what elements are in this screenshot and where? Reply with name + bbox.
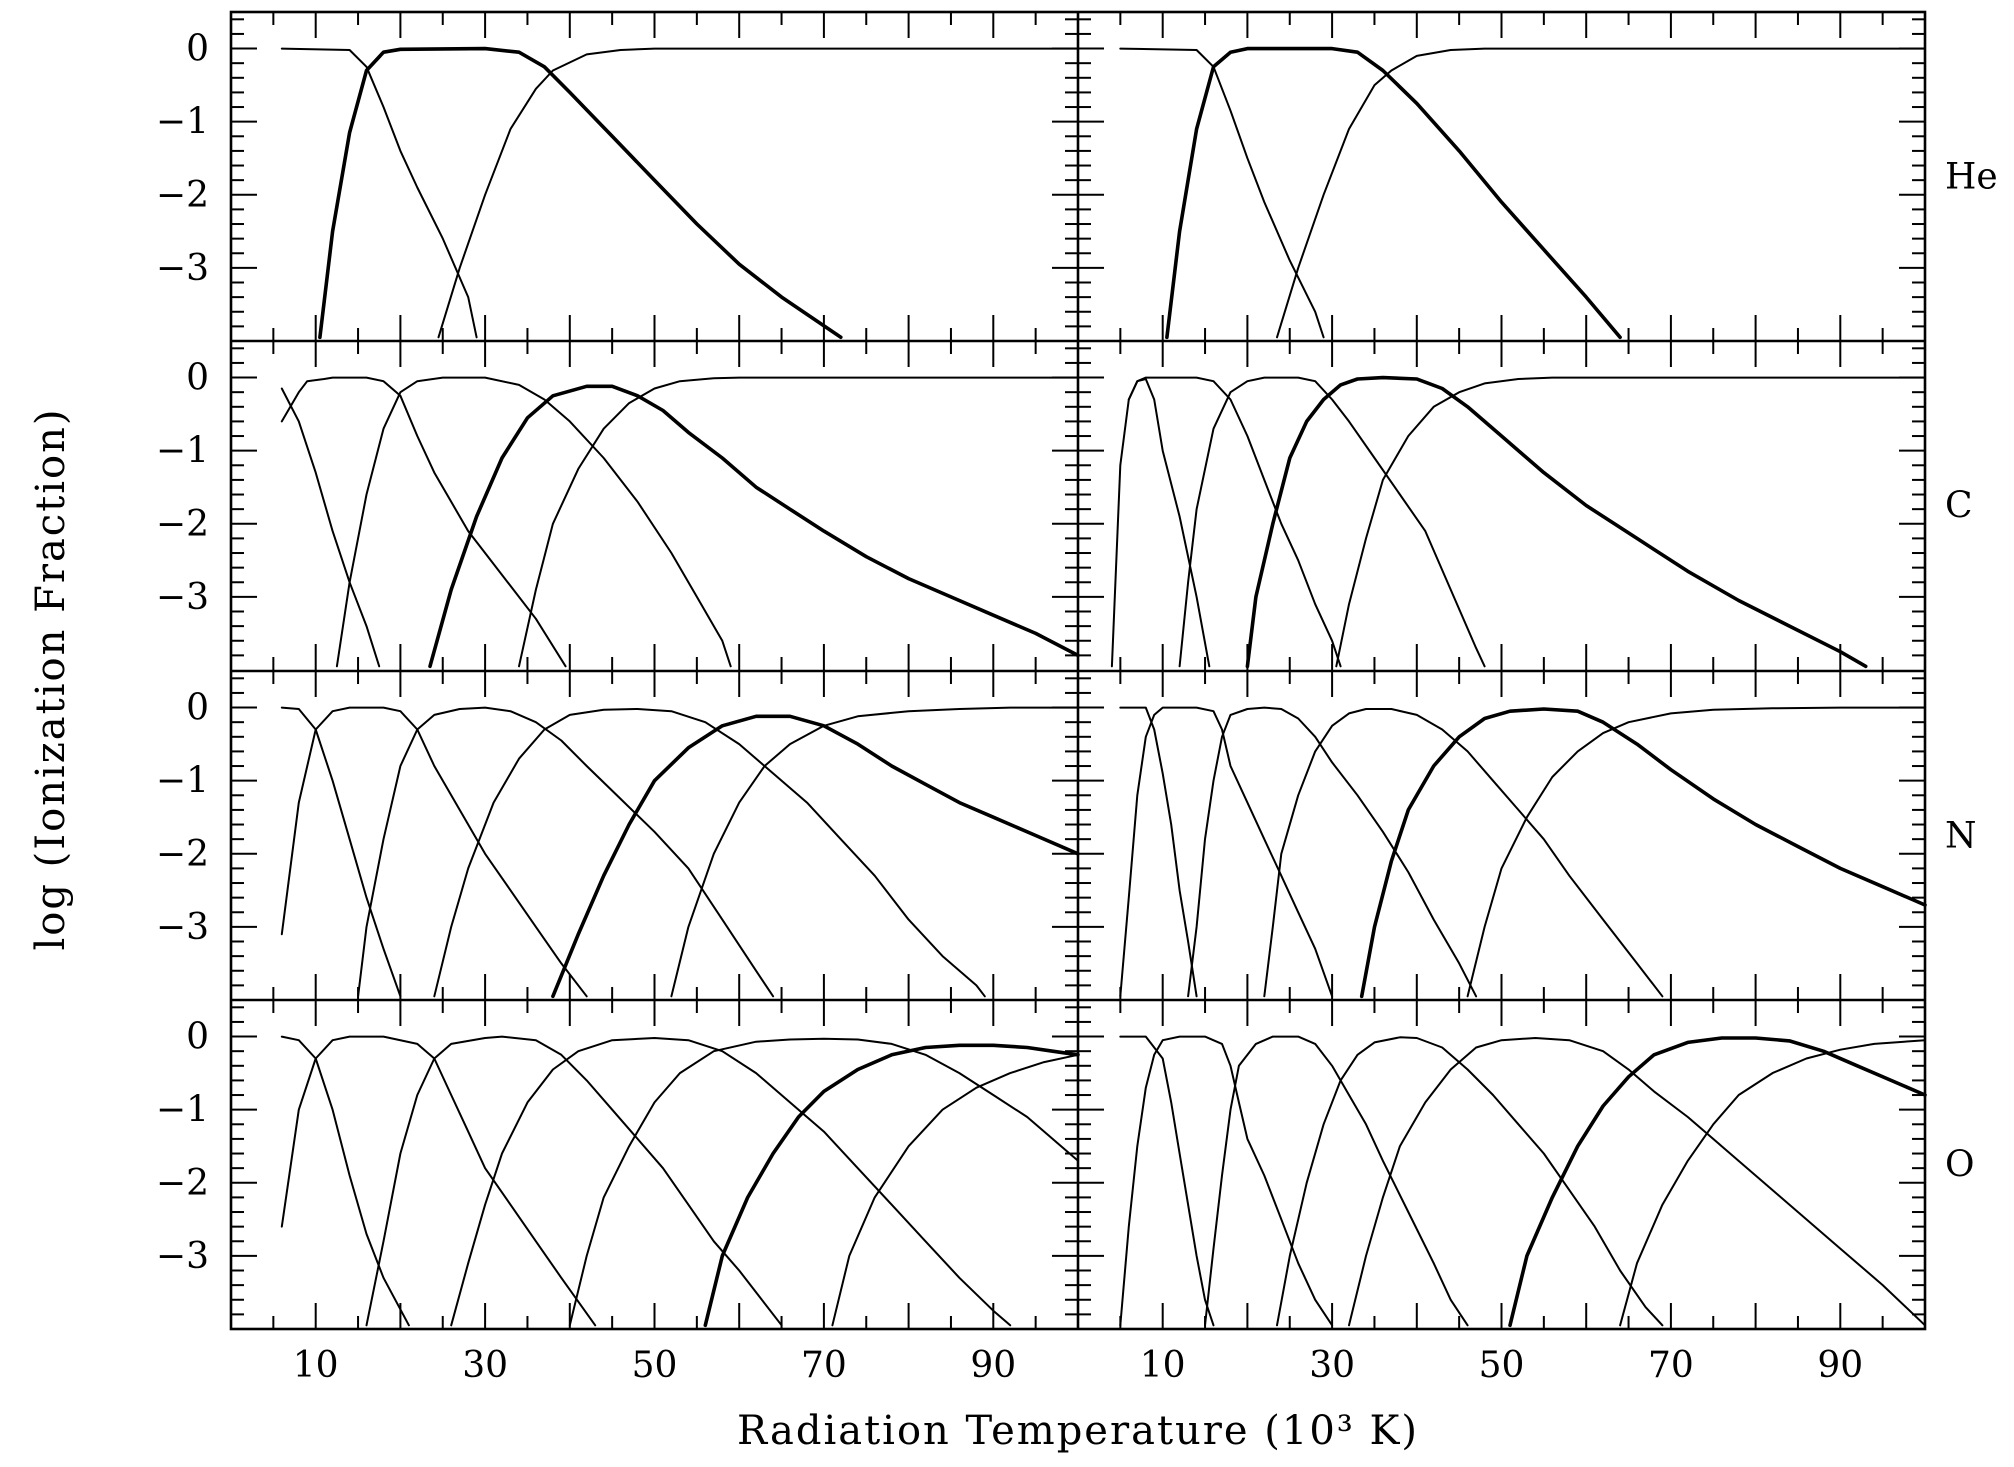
ionization-curve xyxy=(1245,375,1868,669)
element-label-n: N xyxy=(1945,816,1977,857)
ionization-curve xyxy=(1119,1035,1334,1327)
ionization-curve xyxy=(1119,1035,1215,1327)
ionization-curve xyxy=(1187,706,1478,998)
ionization-curve xyxy=(1178,376,1486,668)
ionization-curve xyxy=(335,376,732,668)
ionization-curve xyxy=(1508,1036,1927,1328)
ionization-curve xyxy=(1348,1037,1926,1327)
y-tick-label: −2 xyxy=(156,1163,209,1204)
ionization-curve xyxy=(1619,1039,1926,1327)
ionization-curve xyxy=(1204,1035,1469,1327)
ionization-curve xyxy=(670,706,1079,998)
ionization-curve xyxy=(1335,376,1926,668)
ionization-curve xyxy=(280,376,567,668)
ionization-curve xyxy=(357,706,775,998)
ionization-curve xyxy=(551,714,1080,999)
ionization-curve xyxy=(1359,707,1927,999)
ionization-curve xyxy=(518,376,1079,668)
ionization-curve xyxy=(280,387,381,668)
y-tick-label: −2 xyxy=(156,504,209,545)
x-tick-label: 10 xyxy=(293,1345,339,1386)
ionization-curve xyxy=(437,47,1079,339)
ionization-curve xyxy=(433,708,986,998)
x-tick-label: 30 xyxy=(1309,1345,1355,1386)
ionization-curve xyxy=(1165,46,1622,340)
y-tick-label: 0 xyxy=(186,688,209,729)
y-tick-label: 0 xyxy=(186,358,209,399)
ionization-curve xyxy=(1466,706,1926,998)
ionization-curve xyxy=(1119,47,1325,339)
ionization-curve xyxy=(428,384,1080,669)
x-tick-label: 50 xyxy=(632,1345,678,1386)
ionization-curve xyxy=(318,46,843,340)
ionization-curve xyxy=(703,1043,1080,1328)
ionization-curve xyxy=(365,1035,783,1327)
y-tick-label: 0 xyxy=(186,29,209,70)
y-tick-label: −3 xyxy=(156,907,209,948)
y-tick-label: −1 xyxy=(156,431,209,472)
ionization-curve xyxy=(280,706,588,998)
ionization-curve xyxy=(280,706,402,998)
x-tick-label: 70 xyxy=(1648,1345,1694,1386)
ionization-curve xyxy=(1119,706,1198,998)
y-axis-label: log (Ionization Fraction) xyxy=(28,407,74,950)
ionization-curve xyxy=(280,1035,410,1327)
tick-layer xyxy=(231,12,1925,1329)
element-label-o: O xyxy=(1945,1145,1975,1186)
ionization-curve xyxy=(450,1037,1012,1327)
y-tick-label: −1 xyxy=(156,1090,209,1131)
ionization-curve xyxy=(1263,708,1664,998)
ionization-curve xyxy=(280,47,478,339)
y-tick-label: −3 xyxy=(156,248,209,289)
y-tick-label: 0 xyxy=(186,1017,209,1058)
x-tick-label: 90 xyxy=(970,1345,1016,1386)
y-tick-label: −1 xyxy=(156,102,209,143)
x-tick-label: 70 xyxy=(801,1345,847,1386)
y-tick-label: −2 xyxy=(156,834,209,875)
ionization-curve xyxy=(568,1037,1079,1327)
ionization-curve xyxy=(1276,47,1926,339)
y-tick-label: −2 xyxy=(156,175,209,216)
ionization-curve xyxy=(831,1053,1079,1327)
ionization-curve xyxy=(1276,1036,1664,1327)
y-tick-label: −3 xyxy=(156,1236,209,1277)
ionization-curve xyxy=(1119,706,1334,998)
ionization-curve xyxy=(280,1035,597,1327)
curve-layer xyxy=(280,46,1927,1328)
y-tick-label: −1 xyxy=(156,761,209,802)
label-layer: 0 −1 −2 −3 0 −1 −2 −3 0 −1 −2 −3 0 −1 −2 −3 10 30 50 70 90 10… xyxy=(156,29,1998,1386)
ionization-curve xyxy=(1127,376,1342,668)
x-tick-label: 50 xyxy=(1479,1345,1525,1386)
ionization-curve xyxy=(1110,378,1211,668)
element-label-c: C xyxy=(1945,486,1973,527)
element-label-he: He xyxy=(1945,157,1998,198)
x-tick-label: 10 xyxy=(1140,1345,1186,1386)
y-tick-label: −3 xyxy=(156,577,209,618)
x-tick-label: 30 xyxy=(462,1345,508,1386)
x-axis-label: Radiation Temperature (10³ K) xyxy=(737,1408,1419,1454)
x-tick-label: 90 xyxy=(1817,1345,1863,1386)
